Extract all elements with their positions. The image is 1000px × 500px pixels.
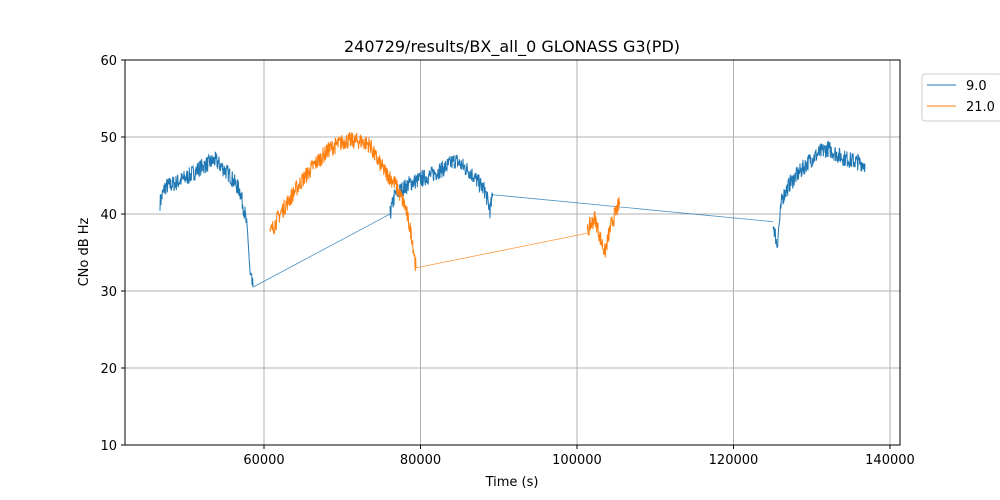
legend-box	[921, 73, 1000, 122]
ticks: 60000 80000 100000 120000 140000 10 20 30 40 50 60	[100, 54, 914, 468]
y-tick-label: 30	[100, 285, 117, 300]
y-tick-label: 40	[100, 208, 117, 223]
y-tick-label: 60	[100, 54, 117, 69]
legend-label-9: 9.0	[966, 79, 987, 94]
y-tick-label: 10	[100, 439, 117, 454]
y-axis-label: CNo dB Hz	[77, 217, 92, 286]
series-lines	[159, 131, 866, 288]
series-9.0-line	[159, 151, 254, 288]
series-21.0-line	[586, 196, 621, 258]
legend-label-21: 21.0	[966, 100, 995, 115]
series-21.0-gap-line	[415, 232, 588, 269]
plot-frame	[124, 59, 901, 446]
series-9.0-gap-line	[492, 194, 774, 223]
x-tick-label: 100000	[552, 453, 602, 468]
series-21.0-line	[269, 131, 417, 272]
legend: 9.0 21.0	[921, 73, 1000, 122]
y-tick-label: 20	[100, 362, 117, 377]
series-9.0-line	[772, 141, 866, 248]
grid	[125, 59, 900, 446]
x-tick-label: 60000	[243, 453, 284, 468]
x-tick-label: 80000	[400, 453, 441, 468]
y-tick-label: 50	[100, 131, 117, 146]
series-9.0-gap-line	[252, 213, 391, 288]
x-tick-label: 140000	[865, 453, 915, 468]
x-tick-label: 120000	[709, 453, 759, 468]
x-axis-label: Time (s)	[485, 475, 539, 490]
series-9.0-line	[389, 154, 494, 219]
chart-title: 240729/results/BX_all_0 GLONASS G3(PD)	[344, 37, 680, 57]
